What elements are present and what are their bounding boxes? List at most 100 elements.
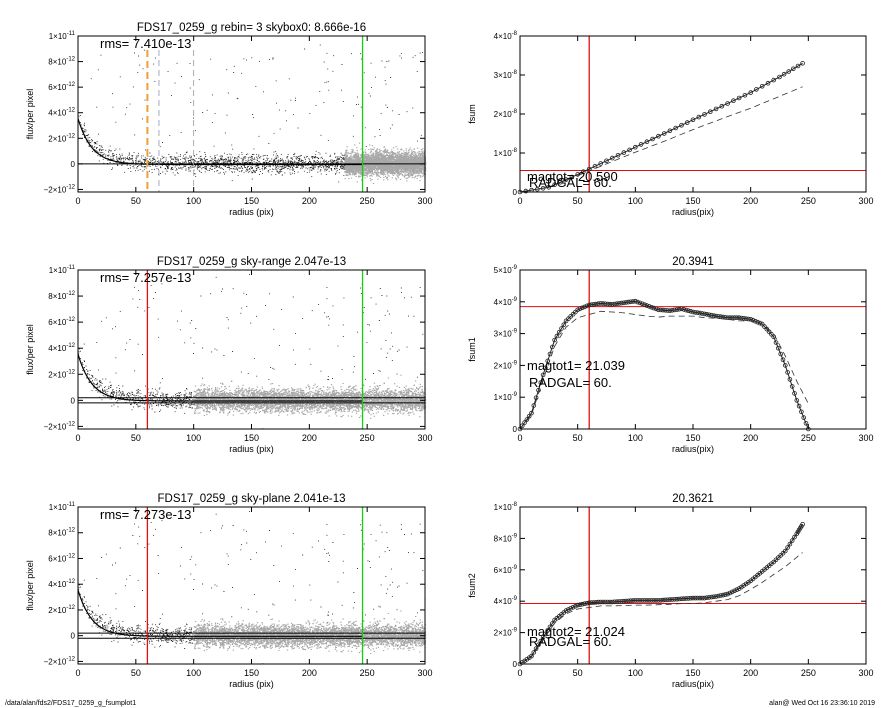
data-point — [639, 301, 645, 307]
y-axis-label: flux/per pixel — [25, 560, 35, 611]
data-point — [591, 600, 597, 605]
data-point — [616, 301, 622, 306]
data-point — [722, 592, 728, 597]
x-axis-label: radius(pix) — [672, 444, 714, 454]
data-point — [607, 599, 613, 605]
y-axis-label: flux/per pixel — [25, 324, 35, 375]
data-point — [651, 598, 657, 603]
data-point — [773, 340, 779, 345]
x-tick-label: 150 — [244, 433, 259, 443]
x-tick-label: 0 — [517, 668, 522, 678]
annotation-0: rms= 7.257e-13 — [100, 270, 191, 285]
data-point — [759, 321, 765, 327]
data-point — [667, 597, 673, 602]
y-tick-label: 6×10-9 — [494, 565, 518, 575]
data-point — [630, 598, 636, 603]
data-point — [794, 398, 800, 403]
series-dashed — [519, 552, 803, 665]
annotation-0: magtot1= 21.039 — [527, 358, 625, 373]
data-point — [536, 387, 541, 393]
data-point — [707, 109, 713, 114]
data-point — [785, 370, 790, 375]
annotation-1: RADGAL= 60. — [529, 375, 612, 390]
data-point — [669, 597, 675, 602]
data-point — [787, 377, 793, 382]
scatter-points — [78, 273, 427, 430]
x-tick-label: 50 — [131, 668, 141, 678]
data-point — [684, 120, 690, 125]
x-tick-label: 250 — [801, 433, 816, 443]
data-point — [619, 300, 624, 306]
data-point — [699, 311, 705, 316]
x-tick-label: 250 — [360, 196, 375, 206]
data-point — [731, 98, 736, 103]
data-point — [538, 380, 544, 385]
data-point — [662, 597, 668, 603]
data-point — [627, 147, 632, 153]
data-point — [614, 599, 620, 604]
data-point — [570, 604, 576, 610]
data-point — [699, 595, 705, 601]
data-point — [683, 596, 689, 601]
data-point — [635, 299, 640, 305]
x-tick-label: 100 — [628, 668, 643, 678]
y-tick-label: 2×10-9 — [494, 360, 518, 370]
data-point — [642, 598, 647, 603]
data-point — [665, 308, 670, 313]
data-point — [577, 306, 583, 312]
data-point — [552, 182, 557, 188]
data-point — [752, 318, 758, 324]
data-point — [706, 595, 712, 600]
data-point — [667, 128, 673, 134]
data-point — [609, 599, 615, 605]
data-point — [686, 308, 691, 314]
data-point — [598, 599, 603, 605]
panel-1: 0 50 100 150 200 250 300 1×10-11 8×10-12 6×10-12 4… — [25, 22, 433, 217]
data-point — [736, 95, 742, 101]
data-point — [681, 596, 687, 601]
data-point — [612, 599, 617, 605]
data-point — [549, 344, 555, 350]
data-point — [725, 591, 730, 597]
data-point — [734, 315, 740, 321]
data-point — [522, 420, 527, 425]
y-tick-label: 0 — [71, 632, 76, 641]
x-tick-label: 50 — [131, 433, 141, 443]
y-tick-label: 8×10-12 — [48, 528, 75, 538]
y-tick-label: 4×10-9 — [494, 297, 518, 307]
x-tick-label: 150 — [685, 668, 700, 678]
data-point — [736, 315, 742, 321]
data-point — [602, 301, 608, 307]
y-tick-label: 0 — [513, 660, 518, 669]
panel-5: 0 50 100 150 200 250 300 1×10-11 8×10-12 6×10-12 4… — [25, 493, 433, 689]
data-point — [546, 185, 552, 190]
annotation-1: RADGAL= 60. — [529, 634, 612, 649]
data-point — [686, 596, 691, 601]
data-point — [609, 155, 615, 161]
x-tick-label: 200 — [743, 433, 758, 443]
data-point — [713, 106, 719, 112]
data-point — [556, 329, 562, 335]
data-point — [577, 602, 583, 607]
axes-frame — [519, 269, 867, 430]
y-tick-label: 3×10-8 — [494, 70, 518, 80]
data-point — [628, 598, 633, 603]
data-point — [626, 598, 631, 604]
mean-profile-line — [77, 589, 363, 637]
panel-title: FDS17_0259_g rebin= 3 skybox0: 8.666e-16 — [137, 22, 366, 34]
annotation-0: rms= 7.273e-13 — [100, 507, 191, 522]
data-point — [690, 595, 696, 601]
data-point — [526, 413, 532, 419]
annotation-0: rms= 7.410e-13 — [100, 36, 191, 51]
data-point — [702, 311, 707, 317]
x-tick-label: 250 — [801, 668, 816, 678]
data-point — [632, 598, 638, 603]
data-point — [632, 298, 638, 304]
data-point — [732, 315, 737, 321]
data-point — [653, 598, 659, 603]
data-point — [706, 312, 712, 318]
y-tick-label: 1×10-9 — [494, 392, 518, 402]
data-point — [729, 589, 735, 595]
y-tick-label: 1×10-11 — [49, 31, 76, 41]
data-point — [713, 313, 719, 319]
